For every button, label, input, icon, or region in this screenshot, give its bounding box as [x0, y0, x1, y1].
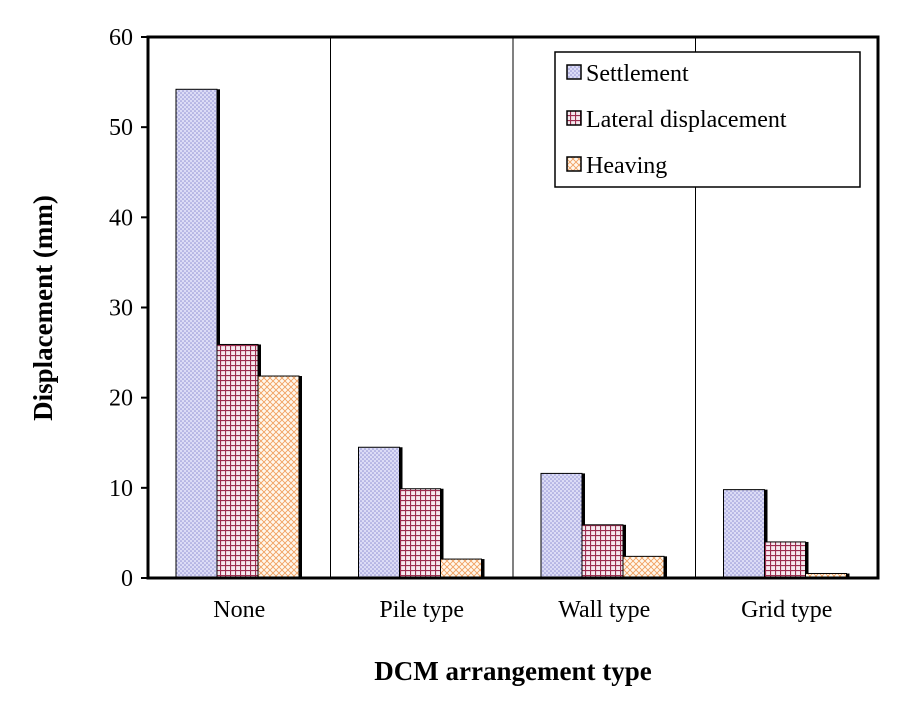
- x-axis: None Pile type Wall type Grid type: [213, 597, 832, 623]
- bar-settlement-grid-type: [723, 489, 768, 579]
- x-tick-label-grid-type: Grid type: [741, 597, 832, 623]
- legend-swatch-lateral-displacement: [566, 110, 582, 126]
- bar-settlement-wall-type: [540, 472, 585, 579]
- y-tick-label: 60: [109, 25, 133, 51]
- y-axis-title: Displacement (mm): [28, 195, 58, 421]
- x-tick-label-none: None: [213, 597, 265, 623]
- y-tick-label: 40: [109, 205, 133, 231]
- legend-item-lateral-displacement: Lateral displacement: [566, 107, 787, 133]
- legend: Settlement Lateral displacement Heaving: [554, 51, 861, 188]
- bar-settlement-pile-type: [358, 446, 403, 579]
- y-tick-label: 30: [109, 296, 133, 322]
- y-axis: 0 10 20 30 40 50 60: [109, 25, 148, 592]
- legend-item-settlement: Settlement: [566, 61, 689, 87]
- y-tick-label: 10: [109, 476, 133, 502]
- y-tick-label: 50: [109, 115, 133, 141]
- bar-lateral-displacement-none: [216, 343, 261, 579]
- legend-label-settlement: Settlement: [586, 61, 689, 87]
- legend-swatch-settlement: [566, 64, 582, 80]
- y-tick-label: 0: [121, 566, 133, 592]
- bar-heaving-pile-type: [440, 558, 485, 579]
- x-axis-title: DCM arrangement type: [374, 656, 651, 686]
- bar-lateral-displacement-grid-type: [764, 541, 809, 579]
- legend-box: [554, 51, 861, 188]
- bar-lateral-displacement-pile-type: [399, 488, 444, 579]
- bar-settlement-none: [175, 88, 220, 579]
- x-tick-label-wall-type: Wall type: [558, 597, 650, 623]
- bars: [175, 88, 850, 579]
- legend-label-lateral-displacement: Lateral displacement: [586, 107, 787, 133]
- x-tick-label-pile-type: Pile type: [379, 597, 464, 623]
- bar-lateral-displacement-wall-type: [581, 524, 626, 579]
- legend-label-heaving: Heaving: [586, 153, 667, 179]
- bar-heaving-none: [257, 375, 302, 579]
- bar-heaving-wall-type: [622, 555, 667, 579]
- y-tick-label: 20: [109, 386, 133, 412]
- legend-swatch-heaving: [566, 156, 582, 172]
- legend-item-heaving: Heaving: [566, 153, 667, 179]
- plot-border: [146, 35, 880, 580]
